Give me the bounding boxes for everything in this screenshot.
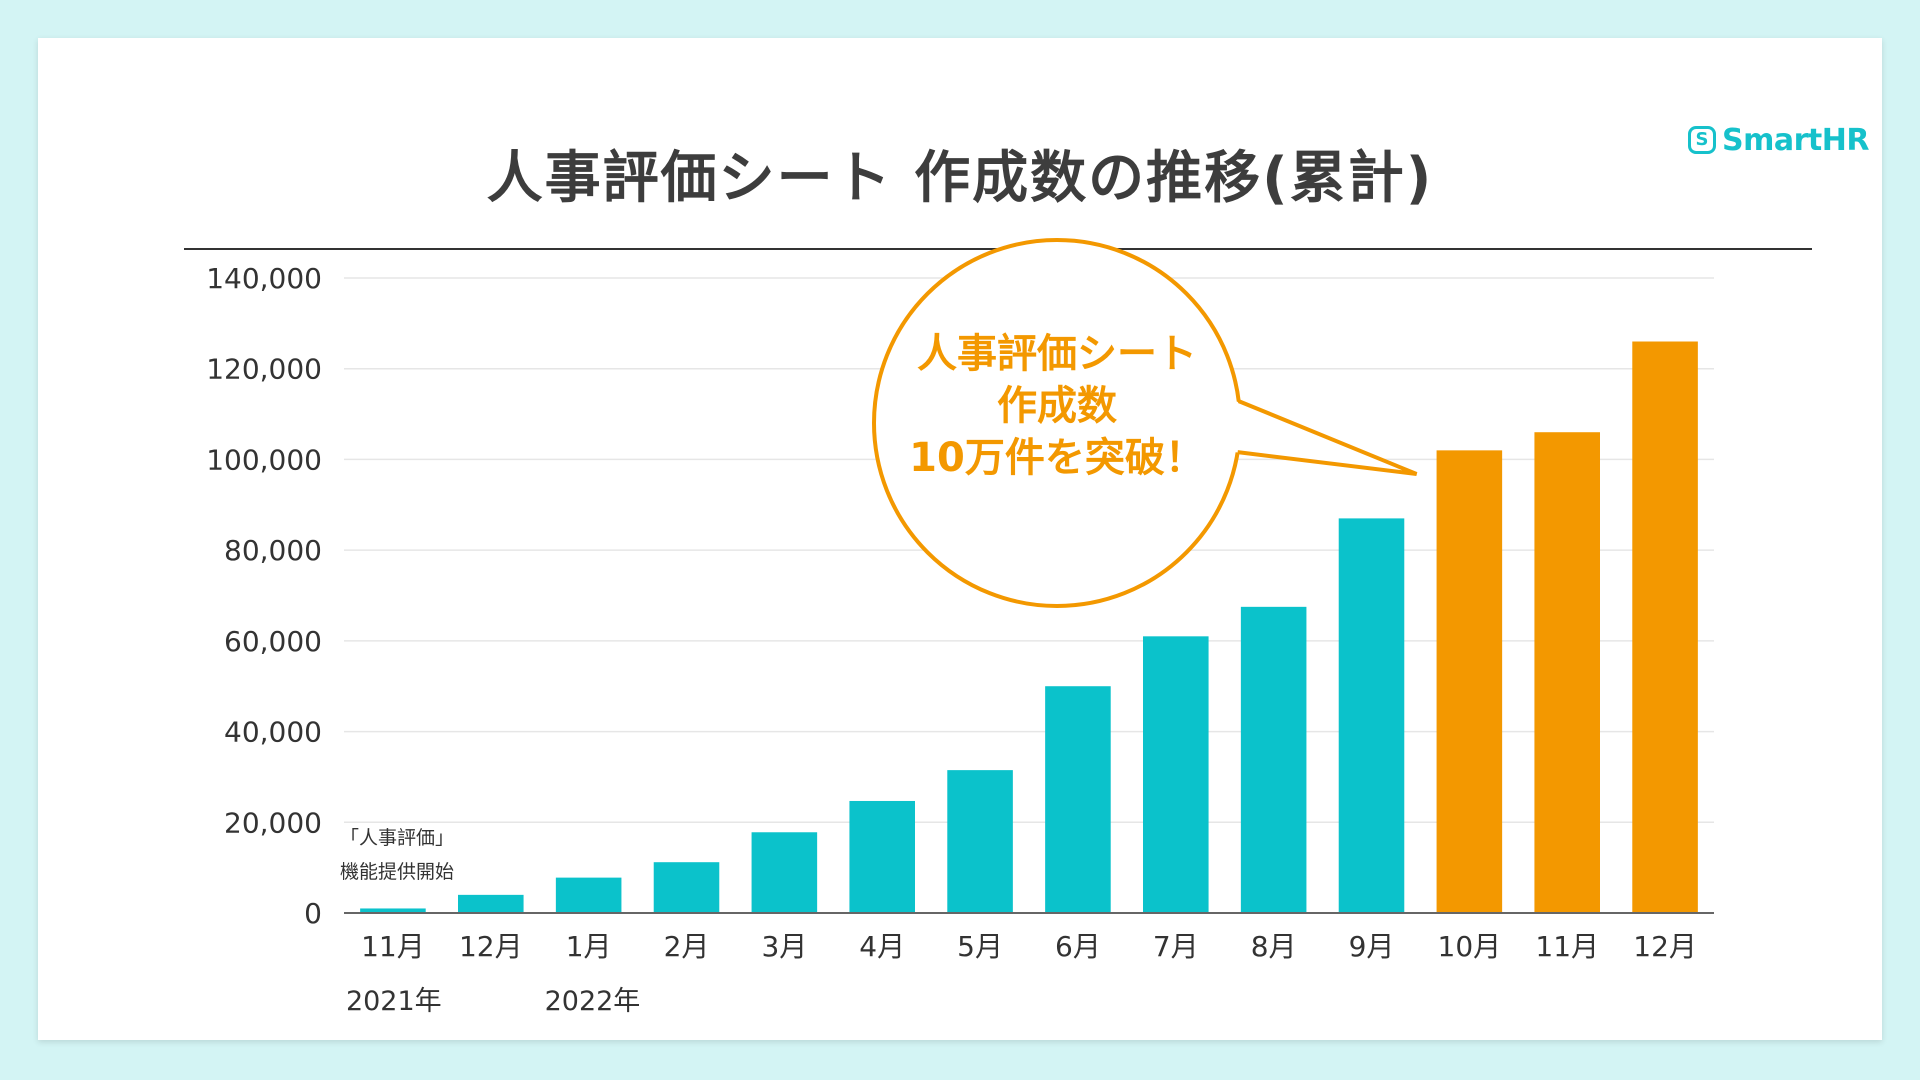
y-tick-label: 40,000 <box>224 716 322 749</box>
bar-6 <box>849 800 915 913</box>
smarthr-logo: S SmartHR <box>1688 122 1869 158</box>
y-tick-label: 120,000 <box>206 353 322 386</box>
y-tick-label: 80,000 <box>224 534 322 567</box>
callout-tail <box>1237 399 1418 476</box>
bar-3 <box>555 877 622 913</box>
y-tick-label: 0 <box>304 897 322 930</box>
annotation: 「人事評価」機能提供開始 <box>340 827 454 883</box>
x-tick-label: 12月 <box>1633 930 1697 963</box>
year-label: 2022年 <box>545 986 641 1017</box>
bar-9 <box>1143 636 1209 913</box>
x-axis-ticks: 11月 12月 1月 2月 3月 4月 5月 6月 7月 8月 9月 10月 11月 12月 <box>361 930 1697 963</box>
x-tick-label: 5月 <box>957 930 1003 963</box>
bar-11 <box>1338 518 1405 913</box>
y-tick-label: 100,000 <box>206 443 322 476</box>
smarthr-logo-text: SmartHR <box>1722 122 1869 158</box>
bar-8 <box>1045 686 1111 913</box>
bar-14 <box>1632 341 1698 913</box>
x-tick-label: 11月 <box>1535 930 1599 963</box>
x-tick-label: 9月 <box>1349 930 1395 963</box>
x-tick-label: 7月 <box>1153 930 1199 963</box>
bar-5 <box>751 832 818 913</box>
x-tick-label: 6月 <box>1055 930 1101 963</box>
x-tick-label: 12月 <box>459 930 523 963</box>
year-labels: 2021年 2022年 <box>346 986 640 1017</box>
chart-card: 人事評価シート 作成数の推移(累計) S SmartHR 0 20,000 40,0… <box>38 38 1882 1040</box>
x-tick-label: 8月 <box>1251 930 1297 963</box>
callout-line: 作成数 <box>997 383 1117 429</box>
x-tick-label: 4月 <box>859 930 905 963</box>
bar-2 <box>458 894 524 913</box>
bar-13 <box>1534 432 1600 913</box>
x-tick-label: 10月 <box>1438 930 1502 963</box>
bar-4 <box>653 862 720 913</box>
bar-1 <box>360 908 426 913</box>
bar-10 <box>1240 606 1307 913</box>
bar-7 <box>947 770 1013 913</box>
callout-line: 10万件を突破！ <box>909 435 1205 481</box>
x-tick-label: 2月 <box>664 930 710 963</box>
page-title: 人事評価シート 作成数の推移(累計) <box>486 146 1434 211</box>
year-label: 2021年 <box>346 986 442 1017</box>
y-tick-label: 60,000 <box>224 625 322 658</box>
bar-12 <box>1436 450 1503 913</box>
y-axis-ticks: 0 20,000 40,000 60,000 80,000 100,000 120,000 1… <box>206 262 322 930</box>
y-tick-label: 140,000 <box>206 262 322 295</box>
y-tick-label: 20,000 <box>224 806 322 839</box>
bar-chart: 0 20,000 40,000 60,000 80,000 100,000 120,000 1… <box>206 238 1714 1017</box>
x-tick-label: 1月 <box>566 930 612 963</box>
x-tick-label: 3月 <box>761 930 807 963</box>
x-tick-label: 11月 <box>361 930 425 963</box>
annotation-line: 「人事評価」 <box>340 827 454 849</box>
callout-line: 人事評価シート <box>917 331 1197 377</box>
smarthr-logo-icon: S <box>1688 126 1716 154</box>
annotation-line: 機能提供開始 <box>340 861 454 883</box>
bars <box>360 341 1698 913</box>
